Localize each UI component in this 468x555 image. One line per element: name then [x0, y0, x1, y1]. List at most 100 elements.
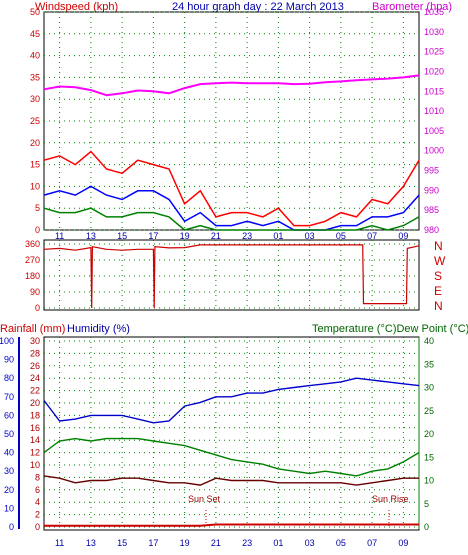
dewpoint-line: [43, 475, 419, 486]
barometer-tick-label: 1025: [424, 47, 444, 57]
wind-tick-label: 30: [30, 94, 40, 104]
humidity-tick-label: 70: [4, 392, 14, 402]
rainfall-tick-label: 0: [35, 522, 40, 532]
wind-panel-frame: [43, 11, 420, 231]
x-tick-label-bottom: 07: [367, 538, 377, 548]
humidity-tick-label: 0: [9, 522, 14, 532]
barometer-tick-label: 995: [424, 166, 439, 176]
direction-tick-label: 0: [35, 303, 40, 313]
barometer-tick-label: 1035: [424, 7, 444, 17]
x-tick-label-bottom: 05: [336, 538, 346, 548]
x-tick-label-bottom: 11: [55, 538, 64, 548]
grid-layer: [18, 11, 420, 529]
temperature-tick-label: 0: [424, 522, 429, 532]
x-tick-label: 21: [211, 231, 221, 241]
humidity-tick-label: 40: [4, 448, 14, 458]
rainfall-tick-label: 14: [30, 435, 40, 445]
temperature-tick-label: 5: [424, 499, 429, 509]
humidity-tick-label: 90: [4, 355, 14, 365]
direction-tick-label: 360: [25, 239, 40, 249]
x-tick-label: 09: [398, 231, 408, 241]
x-tick-label: 13: [86, 231, 96, 241]
wind-tick-label: 25: [30, 116, 40, 126]
humidity-line: [43, 377, 420, 424]
compass-label: S: [434, 269, 442, 283]
wind-line: [43, 185, 420, 231]
rainfall-tick-label: 12: [30, 448, 40, 458]
x-tick-label: 07: [367, 231, 377, 241]
compass-label: N: [434, 239, 443, 253]
direction-tick-label: 270: [25, 255, 40, 265]
wind-tick-label: 20: [30, 138, 40, 148]
tick-layer: 0510152025303540455098098599099510001005…: [0, 7, 446, 548]
direction-line: [43, 244, 420, 309]
rainfall-tick-label: 16: [30, 423, 40, 433]
temperature-line: [43, 437, 420, 477]
barometer-tick-label: 1000: [424, 146, 444, 156]
wind-tick-label: 0: [35, 225, 40, 235]
temp-panel-frame: [43, 336, 420, 531]
x-tick-label-bottom: 09: [398, 538, 408, 548]
x-tick-label: 03: [305, 231, 315, 241]
humidity-tick-label: 80: [4, 373, 14, 383]
x-tick-label-bottom: 19: [180, 538, 190, 548]
x-tick-label: 23: [242, 231, 252, 241]
rainfall-tick-label: 4: [35, 497, 40, 507]
compass-label: W: [434, 254, 446, 268]
temperature-tick-label: 10: [424, 476, 434, 486]
sun-set-label: Sun Set: [188, 494, 221, 504]
rainfall-tick-label: 26: [30, 361, 40, 371]
x-tick-label-bottom: 03: [305, 538, 315, 548]
temperature-tick-label: 15: [424, 452, 434, 462]
x-tick-label: 15: [117, 231, 127, 241]
temperature-tick-label: 35: [424, 359, 434, 369]
x-tick-label-bottom: 21: [211, 538, 221, 548]
rainfall-tick-label: 6: [35, 485, 40, 495]
barometer-tick-label: 985: [424, 205, 439, 215]
x-tick-label-bottom: 01: [273, 538, 283, 548]
wind-tick-label: 10: [30, 181, 40, 191]
humidity-tick-label: 50: [4, 429, 14, 439]
wind-tick-label: 35: [30, 72, 40, 82]
barometer-tick-label: 1020: [424, 66, 444, 76]
rainfall-tick-label: 10: [30, 460, 40, 470]
wind-line: [43, 207, 420, 231]
wind-tick-label: 40: [30, 51, 40, 61]
direction-panel-frame: [43, 239, 420, 311]
wind-tick-label: 45: [30, 29, 40, 39]
temperature-tick-label: 20: [424, 429, 434, 439]
compass-label: N: [434, 299, 443, 313]
rainfall-tick-label: 8: [35, 472, 40, 482]
x-tick-label-bottom: 15: [117, 538, 127, 548]
barometer-line: [43, 74, 420, 97]
temperature-tick-label: 40: [424, 336, 434, 346]
wind-tick-label: 50: [30, 7, 40, 17]
humidity-tick-label: 60: [4, 410, 14, 420]
barometer-tick-label: 1015: [424, 86, 444, 96]
x-tick-label: 05: [336, 231, 346, 241]
humidity-tick-label: 30: [4, 466, 14, 476]
humidity-tick-label: 10: [4, 503, 14, 513]
x-tick-label-bottom: 17: [148, 538, 158, 548]
chart-title: 24 hour graph day : 22 March 2013: [172, 1, 344, 13]
barometer-tick-label: 990: [424, 185, 439, 195]
wind-tick-label: 15: [30, 160, 40, 170]
barometer-tick-label: 1030: [424, 27, 444, 37]
windspeed-axis-label: Windspeed (kph): [35, 1, 118, 13]
humidity-tick-label: 100: [0, 336, 14, 346]
compass-label: E: [434, 284, 442, 298]
rainfall-tick-label: 28: [30, 348, 40, 358]
rainfall-axis-label: Rainfall (mm): [0, 323, 65, 335]
x-tick-label: 11: [55, 231, 64, 241]
barometer-tick-label: 1010: [424, 106, 444, 116]
direction-tick-label: 90: [30, 287, 40, 297]
rainfall-line: [44, 523, 419, 527]
barometer-tick-label: 1005: [424, 126, 444, 136]
barometer-tick-label: 980: [424, 225, 439, 235]
humidity-tick-label: 20: [4, 485, 14, 495]
x-tick-label: 01: [273, 231, 283, 241]
temperature-tick-label: 25: [424, 406, 434, 416]
series-layer: [43, 74, 420, 527]
rainfall-tick-label: 18: [30, 410, 40, 420]
